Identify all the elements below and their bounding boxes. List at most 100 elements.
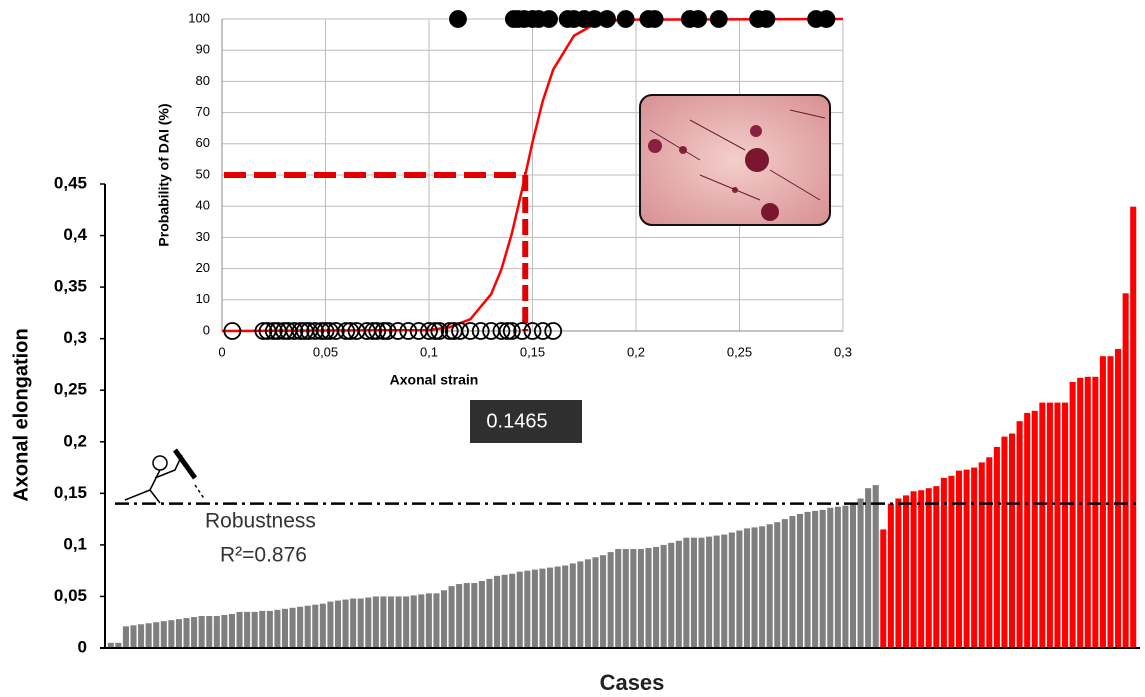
bar xyxy=(1115,348,1122,648)
bar xyxy=(577,561,584,648)
y-tick-label: 20 xyxy=(196,260,210,275)
bar xyxy=(887,503,894,648)
point xyxy=(364,322,383,340)
bar xyxy=(1062,402,1069,648)
point xyxy=(368,322,387,340)
bar xyxy=(728,532,735,648)
point xyxy=(337,322,356,340)
point xyxy=(306,322,325,340)
x-tick-label: 0 xyxy=(218,344,225,359)
point xyxy=(399,322,418,340)
bar xyxy=(607,552,614,648)
y-tick-label: 40 xyxy=(196,198,210,213)
bar xyxy=(1099,356,1106,648)
bar xyxy=(865,488,872,648)
x-tick-label: 0,25 xyxy=(727,344,752,359)
bar xyxy=(902,495,910,648)
point xyxy=(533,322,552,340)
bar xyxy=(1016,421,1023,648)
bar xyxy=(895,498,902,648)
y-tick-label: 10 xyxy=(196,291,210,306)
point xyxy=(264,322,283,340)
bar xyxy=(395,596,402,648)
bar xyxy=(1009,433,1016,648)
bar xyxy=(1054,402,1061,648)
bar xyxy=(706,536,713,648)
point xyxy=(451,322,469,340)
bar xyxy=(690,537,697,648)
bar xyxy=(107,642,114,648)
bar xyxy=(281,608,289,648)
bar xyxy=(675,540,682,648)
bar xyxy=(266,610,273,648)
bar xyxy=(236,611,243,648)
bar xyxy=(993,446,1000,648)
bar xyxy=(433,593,440,648)
point xyxy=(645,10,664,28)
bar xyxy=(327,601,334,648)
bar xyxy=(221,615,228,648)
bar xyxy=(312,604,319,648)
bar xyxy=(486,578,493,648)
bar xyxy=(759,526,766,648)
bar xyxy=(130,625,137,648)
bar xyxy=(766,524,773,648)
bar xyxy=(940,477,947,648)
bar xyxy=(1084,376,1091,648)
cutoff-box xyxy=(470,400,582,443)
point xyxy=(223,322,242,340)
y-tick-label: 0,4 xyxy=(63,225,87,244)
point xyxy=(254,322,273,340)
bar xyxy=(827,507,834,648)
y-tick-label: 100 xyxy=(188,10,210,25)
bar xyxy=(410,595,417,648)
bar xyxy=(933,486,940,648)
bar xyxy=(743,528,750,648)
point xyxy=(757,10,776,28)
bar xyxy=(1069,381,1076,648)
annotation: Robustness xyxy=(205,510,316,533)
bar xyxy=(804,511,811,648)
bar xyxy=(955,470,963,648)
bar xyxy=(122,626,129,648)
bar xyxy=(592,557,599,648)
point xyxy=(378,322,397,340)
bar xyxy=(819,509,826,648)
x-axis-label: Axonal strain xyxy=(390,372,479,388)
bar xyxy=(713,535,720,648)
bar xyxy=(357,598,364,648)
histology-image xyxy=(639,94,831,226)
bar xyxy=(842,505,849,648)
y-tick-label: 80 xyxy=(196,73,210,88)
x-tick-label: 0,2 xyxy=(627,344,645,359)
bar xyxy=(153,622,160,648)
bar xyxy=(463,583,470,648)
bar xyxy=(569,563,576,648)
stick-figure xyxy=(124,448,206,504)
bar xyxy=(774,522,781,648)
bar xyxy=(372,596,379,648)
x-axis-label: Cases xyxy=(600,670,665,695)
bar xyxy=(319,603,326,648)
point xyxy=(430,322,449,340)
y-tick-label: 0,05 xyxy=(54,586,87,605)
bar xyxy=(857,498,864,648)
bar xyxy=(251,611,258,648)
bar xyxy=(600,555,607,648)
x-tick-label: 0,05 xyxy=(313,344,338,359)
bar xyxy=(509,573,516,648)
bar xyxy=(1122,293,1129,648)
bar xyxy=(562,565,569,648)
y-tick-label: 70 xyxy=(196,104,210,119)
bar xyxy=(660,544,667,648)
bar xyxy=(145,623,152,648)
bar xyxy=(1092,376,1099,648)
point xyxy=(326,322,345,340)
y-tick-label: 50 xyxy=(196,166,210,181)
bar xyxy=(1031,410,1038,648)
point xyxy=(817,10,836,28)
point xyxy=(709,10,728,28)
bar xyxy=(244,611,251,648)
point xyxy=(316,322,335,340)
